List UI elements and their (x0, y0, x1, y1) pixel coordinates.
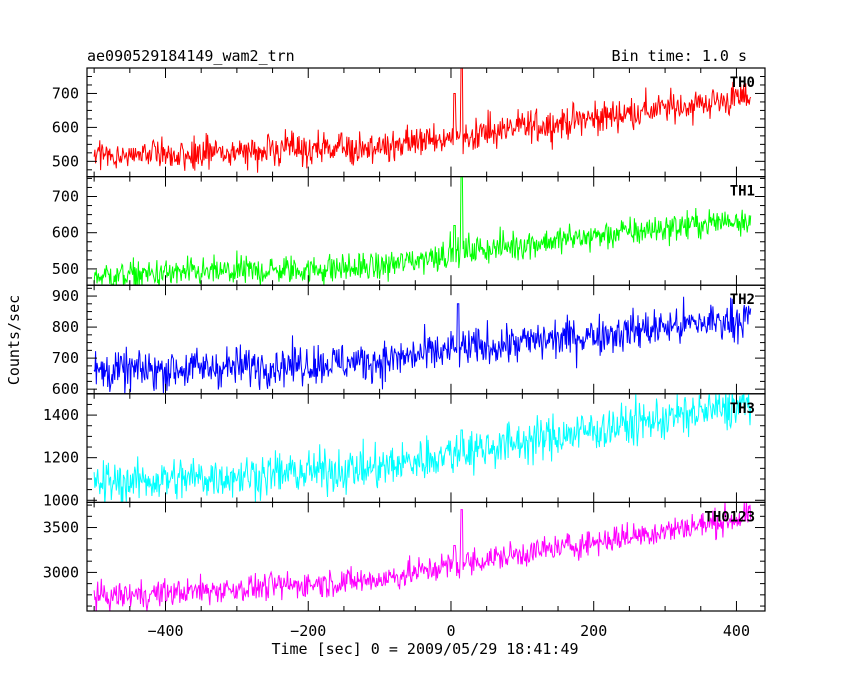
panel-frame (86, 501, 766, 612)
y-tick-label: 600 (52, 118, 79, 136)
x-tick-label: −200 (290, 622, 326, 640)
y-axis-title: Counts/sec (5, 295, 23, 385)
x-axis-title: Time [sec] 0 = 2009/05/29 18:41:49 (271, 640, 578, 658)
panel-label-th3: TH3 (730, 401, 755, 417)
x-tick-label: 200 (580, 622, 607, 640)
x-tick-label: −400 (147, 622, 183, 640)
y-tick-label: 700 (52, 84, 79, 102)
panel-th3: 1000 1200 1400 TH3 (43, 393, 766, 509)
y-tick-label: 3500 (43, 519, 79, 537)
panel-label-th2: TH2 (730, 292, 755, 308)
panel-th1: 500 600 700 TH1 (52, 176, 766, 286)
y-tick-label: 900 (52, 287, 79, 305)
panel-th2: 600 700 800 900 TH2 (52, 284, 766, 398)
panel-th0123: 3000 3500 TH0123 (43, 501, 766, 612)
x-tick-label: 400 (723, 622, 750, 640)
y-tick-label: 1000 (43, 491, 79, 509)
observation-id: ae090529184149_wam2_trn (87, 47, 295, 65)
x-tick-label: 0 (446, 622, 455, 640)
y-tick-label: 700 (52, 188, 79, 206)
y-tick-label: 500 (52, 152, 79, 170)
series-line-th2 (93, 296, 752, 394)
y-tick-label: 800 (52, 318, 79, 336)
panels-group: 500 600 700 TH0 500 600 700 TH1 600 700 800 900 TH2 1… (43, 67, 766, 640)
series-line-th1 (93, 176, 752, 286)
panel-label-th0: TH0 (730, 75, 755, 91)
panel-label-th0123: TH0123 (704, 509, 755, 525)
panel-label-th1: TH1 (730, 184, 755, 200)
panel-frame (86, 67, 766, 178)
panel-th0: 500 600 700 TH0 (52, 67, 766, 178)
y-tick-label: 1200 (43, 449, 79, 467)
y-tick-label: 3000 (43, 563, 79, 581)
series-line-th3 (93, 393, 752, 503)
y-tick-label: 500 (52, 260, 79, 278)
y-tick-label: 700 (52, 349, 79, 367)
y-tick-label: 1400 (43, 406, 79, 424)
y-tick-label: 600 (52, 224, 79, 242)
bin-time-label: Bin time: 1.0 s (612, 47, 747, 65)
y-tick-label: 600 (52, 380, 79, 398)
series-line-th0123 (93, 502, 752, 611)
series-line-th0 (93, 68, 752, 173)
